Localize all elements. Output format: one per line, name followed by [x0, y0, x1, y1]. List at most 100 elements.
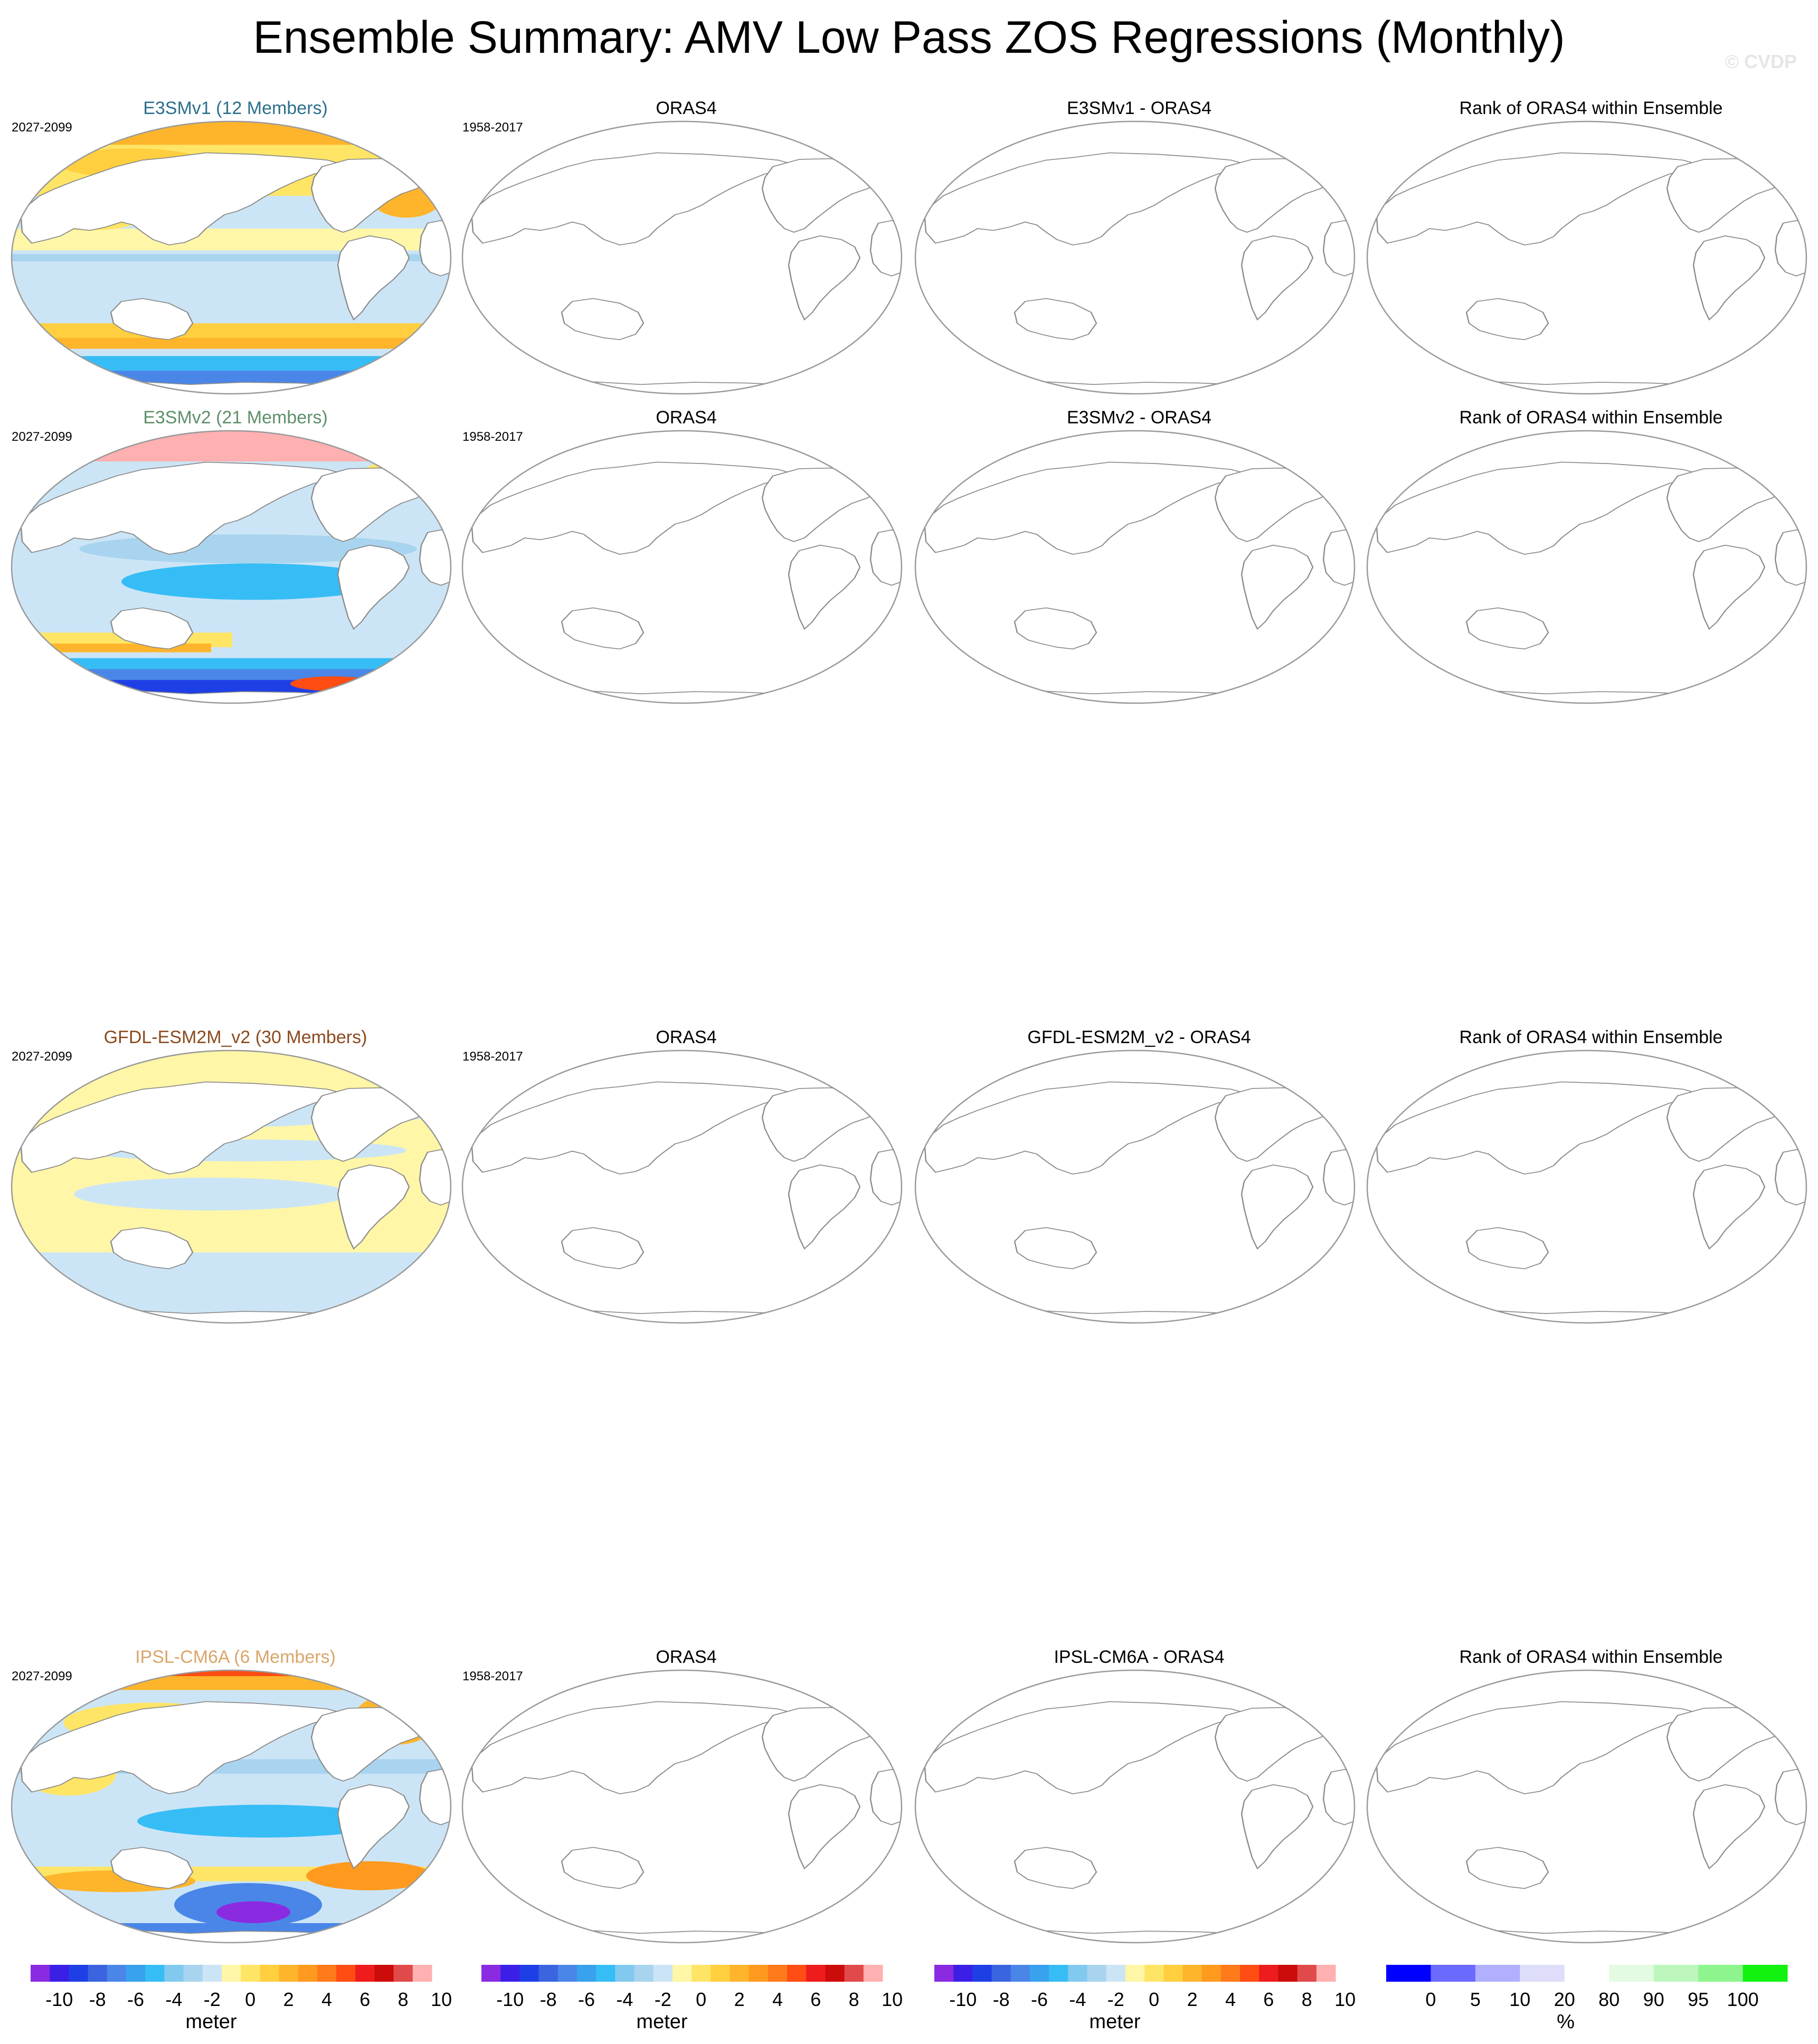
- colorbar-swatch: [1475, 1965, 1520, 1982]
- model-regression-map: [11, 120, 452, 395]
- difference-colorbar: -10 -8 -6 -4 -2 0 2 4 6 8 10 meter: [934, 1965, 1356, 2033]
- landmass-samerica: [1241, 235, 1314, 321]
- rank-panel-title: Rank of ORAS4 within Ensemble: [1459, 408, 1723, 428]
- colorbar-tick-label: 10: [1509, 1989, 1530, 2010]
- colorbar-swatch: [1698, 1965, 1744, 1982]
- landmass-samerica: [1692, 235, 1766, 321]
- map-frame: [1366, 1049, 1807, 1324]
- landmass-namerica: [761, 467, 879, 542]
- rank-panel-title: Rank of ORAS4 within Ensemble: [1459, 1647, 1723, 1667]
- observation-period-label: 1958-2017: [462, 1669, 523, 1683]
- colorbar-swatch: [1609, 1965, 1654, 1982]
- colorbar-tick-label: -10: [949, 1989, 977, 2010]
- colorbar-tick-label: 6: [1263, 1989, 1274, 2010]
- colorbar-tick-label: 5: [1470, 1989, 1481, 2010]
- map-frame: [11, 1669, 452, 1944]
- landmass-samerica: [1692, 1164, 1766, 1250]
- landmass-asia: [1376, 152, 1706, 245]
- map-frame: [11, 120, 452, 395]
- colorbar-swatch: [1010, 1965, 1030, 1982]
- colorbar-swatch: [844, 1965, 864, 1982]
- landmass-namerica: [1666, 467, 1784, 542]
- landmass-samerica: [788, 235, 861, 321]
- model-period-label: 2027-2099: [12, 1049, 72, 1064]
- colorbar-tick-label: 2: [283, 1989, 294, 2010]
- colorbar-tick-label: 4: [321, 1989, 332, 2010]
- rank-colorbar: 0 5 10 20 80 90 95 100%: [1386, 1965, 1788, 2033]
- colorbar-swatch: [355, 1965, 375, 1982]
- colorbar-swatch: [107, 1965, 127, 1982]
- observation-map: [461, 1049, 903, 1324]
- contour-band: [121, 563, 385, 600]
- map-frame: [461, 1669, 903, 1944]
- observation-panel-title: ORAS4: [656, 408, 717, 428]
- difference-panel-title: IPSL-CM6A - ORAS4: [1054, 1647, 1225, 1667]
- colorbar-swatch: [1297, 1965, 1317, 1982]
- colorbar-swatch: [806, 1965, 826, 1982]
- landmass-asia: [924, 461, 1254, 555]
- colorbar-swatch: [50, 1965, 69, 1982]
- colorbar-swatch: [576, 1965, 596, 1982]
- colorbar-swatch: [1278, 1965, 1298, 1982]
- colorbar-swatch: [1386, 1965, 1431, 1982]
- observation-colorbar: -10 -8 -6 -4 -2 0 2 4 6 8 10 meter: [481, 1965, 903, 2033]
- landmass-asia: [1376, 1701, 1706, 1794]
- colorbar-tick-label: -6: [127, 1989, 144, 2010]
- colorbar-tick-label: 2: [1187, 1989, 1198, 2010]
- observation-map: [461, 430, 903, 704]
- landmass-australia: [561, 1847, 645, 1889]
- colorbar-swatch: [1201, 1965, 1222, 1982]
- rank-map: [1366, 430, 1807, 704]
- rank-map: [1366, 1049, 1807, 1324]
- colorbar-swatch: [1316, 1965, 1336, 1982]
- difference-map: [914, 430, 1356, 704]
- difference-map: [914, 120, 1356, 395]
- colorbar-swatch: [749, 1965, 769, 1982]
- map-frame: [461, 430, 903, 704]
- model-period-label: 2027-2099: [12, 120, 72, 135]
- colorbar-swatch: [183, 1965, 203, 1982]
- colorbar-swatch: [1520, 1965, 1565, 1982]
- colorbar-swatch: [991, 1965, 1011, 1982]
- colorbar-tick-label: -6: [578, 1989, 595, 2010]
- landmass-namerica: [1666, 1707, 1784, 1782]
- colorbar-swatch: [221, 1965, 241, 1982]
- difference-map: [914, 1669, 1356, 1944]
- model-colorbar: -10 -8 -6 -4 -2 0 2 4 6 8 10 meter: [31, 1965, 452, 2033]
- map-frame: [1366, 430, 1807, 704]
- colorbar-swatch: [653, 1965, 673, 1982]
- colorbar-tick-label: 90: [1643, 1989, 1664, 2010]
- colorbar-swatch: [481, 1965, 501, 1982]
- landmass-namerica: [761, 1707, 879, 1782]
- colorbar-swatch: [412, 1965, 432, 1982]
- contour-band: [137, 1804, 391, 1838]
- colorbar-swatch: [768, 1965, 788, 1982]
- colorbar-unit: %: [1557, 2011, 1575, 2033]
- difference-map: [914, 1049, 1356, 1324]
- landmass-australia: [1014, 607, 1097, 650]
- landmass-samerica: [337, 1784, 410, 1870]
- landmass-namerica: [1214, 467, 1332, 542]
- landmass-samerica: [1692, 544, 1766, 630]
- colorbar-tick-label: 8: [1302, 1989, 1312, 2010]
- colorbar-tick-label: -4: [616, 1989, 633, 2010]
- landmass-australia: [1465, 1227, 1549, 1270]
- colorbar-swatch: [730, 1965, 750, 1982]
- landmass-asia: [1376, 1081, 1706, 1175]
- difference-panel-title: E3SMv2 - ORAS4: [1067, 408, 1211, 428]
- colorbar-tick-label: -10: [45, 1989, 73, 2010]
- colorbar-swatch: [1564, 1965, 1609, 1982]
- landmass-australia: [1465, 1847, 1549, 1889]
- landmass-asia: [924, 1081, 1254, 1175]
- landmass-asia: [471, 1081, 801, 1175]
- colorbar-tick-label: -4: [165, 1989, 182, 2010]
- landmass-australia: [561, 1227, 645, 1270]
- colorbar-swatch: [31, 1965, 50, 1982]
- colorbar-swatch: [557, 1965, 577, 1982]
- landmass-asia: [924, 1701, 1254, 1794]
- colorbar-swatch: [1068, 1965, 1088, 1982]
- landmass-australia: [1014, 298, 1097, 340]
- colorbar-swatch: [126, 1965, 146, 1982]
- colorbar-tick-label: 8: [398, 1989, 409, 2010]
- observation-period-label: 1958-2017: [462, 1049, 523, 1064]
